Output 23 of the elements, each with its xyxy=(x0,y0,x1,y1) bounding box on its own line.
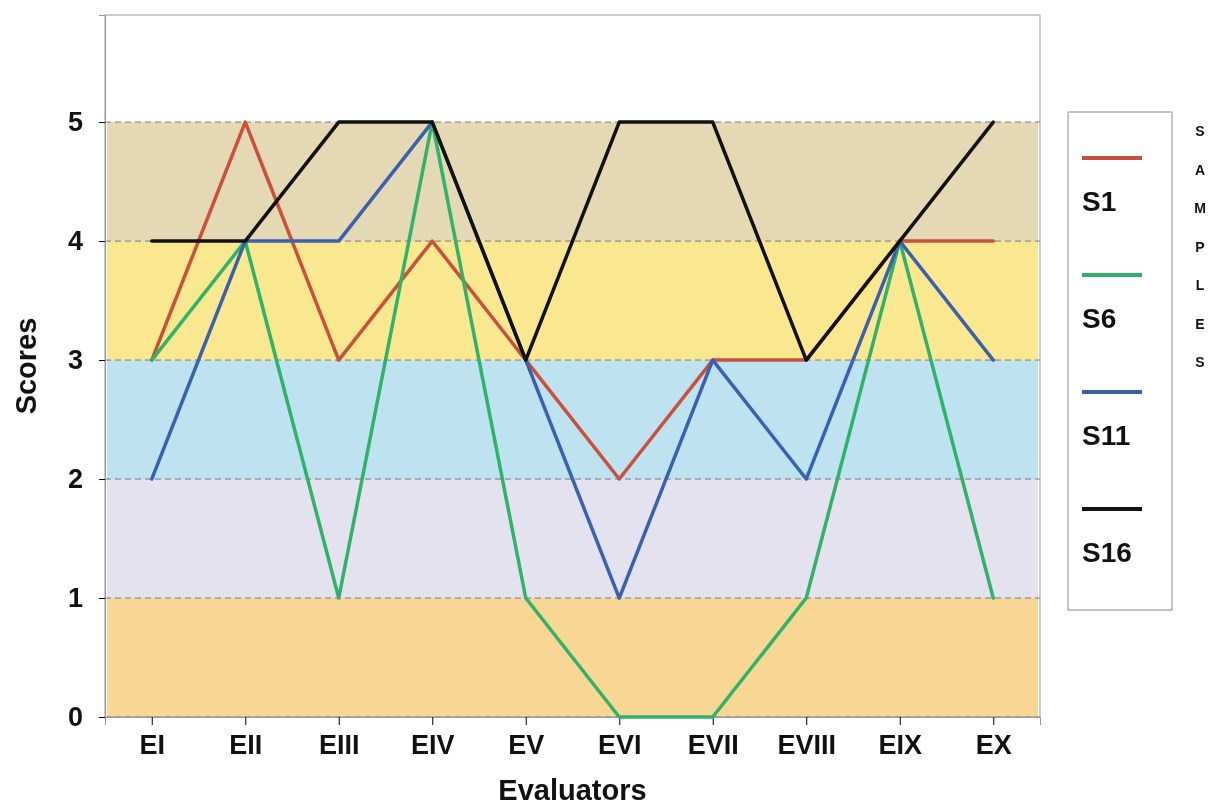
x-tick-label: EVIII xyxy=(777,730,837,761)
y-tick-label: 2 xyxy=(67,464,83,495)
x-tick-label: EIII xyxy=(318,730,360,761)
y-tick-label: 5 xyxy=(67,107,83,138)
x-tick-label: EIV xyxy=(410,730,455,761)
legend-label: S16 xyxy=(1082,537,1132,568)
legend-label: S11 xyxy=(1082,420,1131,451)
x-tick-label: EI xyxy=(139,730,166,761)
x-tick-label: EII xyxy=(229,730,263,761)
x-tick-label: EVI xyxy=(597,730,642,761)
legend-label: S1 xyxy=(1082,186,1117,217)
x-axis-title: Evaluators xyxy=(498,774,647,806)
y-tick-label: 3 xyxy=(67,345,83,376)
y-tick-label: 4 xyxy=(67,226,83,257)
y-tick-label: 1 xyxy=(67,583,83,614)
x-tick-label: EX xyxy=(975,730,1012,761)
legend-label: S6 xyxy=(1082,303,1117,334)
y-tick-label: 0 xyxy=(67,702,83,733)
x-tick-label: EV xyxy=(508,730,545,761)
x-tick-label: EVII xyxy=(687,730,739,761)
y-axis-title: Scores xyxy=(10,317,42,415)
x-tick-label: EIX xyxy=(878,730,923,761)
text: SAMPLES xyxy=(1194,123,1206,370)
